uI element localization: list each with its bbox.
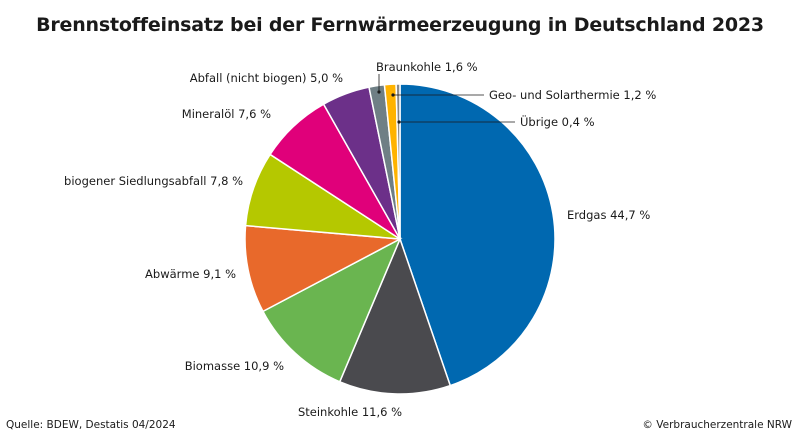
- leader-dot-brige: [397, 120, 401, 124]
- slice-label-abfall-nicht-biogen: Abfall (nicht biogen) 5,0 %: [190, 71, 343, 85]
- copyright-note: © Verbraucherzentrale NRW: [642, 419, 792, 431]
- slice-label-biogener-siedlungsabfall: biogener Siedlungsabfall 7,8 %: [64, 174, 243, 188]
- slice-label-biomasse: Biomasse 10,9 %: [185, 359, 284, 373]
- pie-slice-abw-rme: [244, 224, 403, 313]
- slice-labels: Erdgas 44,7 % Steinkohle 11,6 % Biomasse 1…: [64, 60, 656, 419]
- chart-title: Brennstoffeinsatz bei der Fernwärmeerzeu…: [36, 14, 764, 36]
- leader-dot-braunkohle: [377, 90, 381, 94]
- pie-slice-steinkohle: [338, 236, 452, 395]
- slice-label-abw-rme: Abwärme 9,1 %: [145, 267, 236, 281]
- slice-label-braunkohle: Braunkohle 1,6 %: [376, 60, 478, 74]
- slice-label-mineral-l: Mineralöl 7,6 %: [182, 107, 271, 121]
- slice-label-erdgas: Erdgas 44,7 %: [567, 208, 650, 222]
- source-note: Quelle: BDEW, Destatis 04/2024: [6, 419, 176, 431]
- slice-label-steinkohle: Steinkohle 11,6 %: [298, 405, 402, 419]
- leader-lines: [377, 74, 515, 124]
- leader-dot-geo-und-solarthermie: [391, 93, 395, 97]
- pie-slices: [244, 83, 556, 395]
- slice-label-brige: Übrige 0,4 %: [520, 113, 595, 129]
- slice-label-geo-und-solarthermie: Geo- und Solarthermie 1,2 %: [489, 88, 656, 102]
- pie-slice-biomasse: [261, 237, 402, 383]
